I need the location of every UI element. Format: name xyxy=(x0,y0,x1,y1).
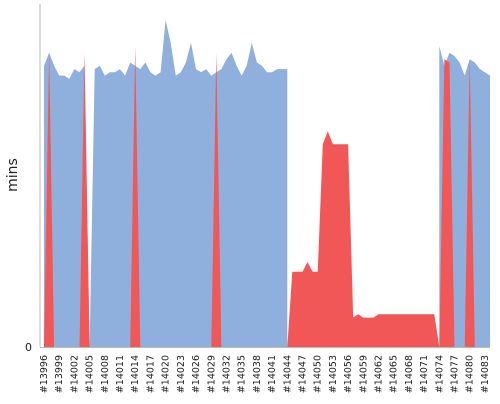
x-tick-label: #14083 xyxy=(480,355,491,393)
x-tick-label: #14050 xyxy=(313,355,324,393)
axes-layer xyxy=(39,4,490,348)
x-tick-label: #14032 xyxy=(222,355,233,393)
x-tick-label: #14041 xyxy=(267,355,278,393)
series-fail xyxy=(44,46,480,347)
x-tick-label: #13999 xyxy=(54,355,65,393)
x-tick-label: #14029 xyxy=(206,355,217,393)
x-tick-label: #14080 xyxy=(465,355,476,393)
y-axis-title: mins xyxy=(5,158,21,192)
fail-area xyxy=(79,52,100,347)
x-tick-label: #14017 xyxy=(145,355,156,393)
series-pass xyxy=(44,20,490,347)
x-tick-label: #14074 xyxy=(434,355,445,393)
fail-area xyxy=(44,52,55,347)
x-tick-label: #14011 xyxy=(115,355,126,393)
x-tick-label: #14035 xyxy=(237,355,248,393)
x-tick-label: #14068 xyxy=(404,355,415,393)
x-tick-label: #14005 xyxy=(85,355,96,393)
x-tick-label: #14059 xyxy=(358,355,369,393)
x-tick-label: #14026 xyxy=(191,355,202,393)
y-tick-label-zero: 0 xyxy=(25,341,32,354)
x-tick-label: #14044 xyxy=(282,355,293,393)
x-tick-label: #14014 xyxy=(130,355,141,393)
x-tick-label: #14038 xyxy=(252,355,263,393)
x-tick-label: #14077 xyxy=(450,355,461,393)
x-tick-label: #14065 xyxy=(389,355,400,393)
fail-area xyxy=(287,59,480,347)
x-tick-label: #14008 xyxy=(100,355,111,393)
x-tick-label: #14002 xyxy=(69,355,80,393)
x-tick-label: #14053 xyxy=(328,355,339,393)
x-tick-label: #13996 xyxy=(39,355,50,393)
x-tick-label: #14023 xyxy=(176,355,187,393)
fail-area xyxy=(211,52,222,347)
x-tick-label: #14062 xyxy=(374,355,385,393)
x-tick-label: #14071 xyxy=(419,355,430,393)
areas-layer xyxy=(44,20,490,347)
x-tick-label: #14047 xyxy=(298,355,309,393)
x-tick-labels: #13996 #13999 #14002 #14005 #14008 #14011 #140… xyxy=(39,355,491,393)
pass-area xyxy=(44,20,288,347)
x-tick-label: #14056 xyxy=(343,355,354,393)
x-tick-label: #14020 xyxy=(161,355,172,393)
fail-area xyxy=(130,46,141,347)
